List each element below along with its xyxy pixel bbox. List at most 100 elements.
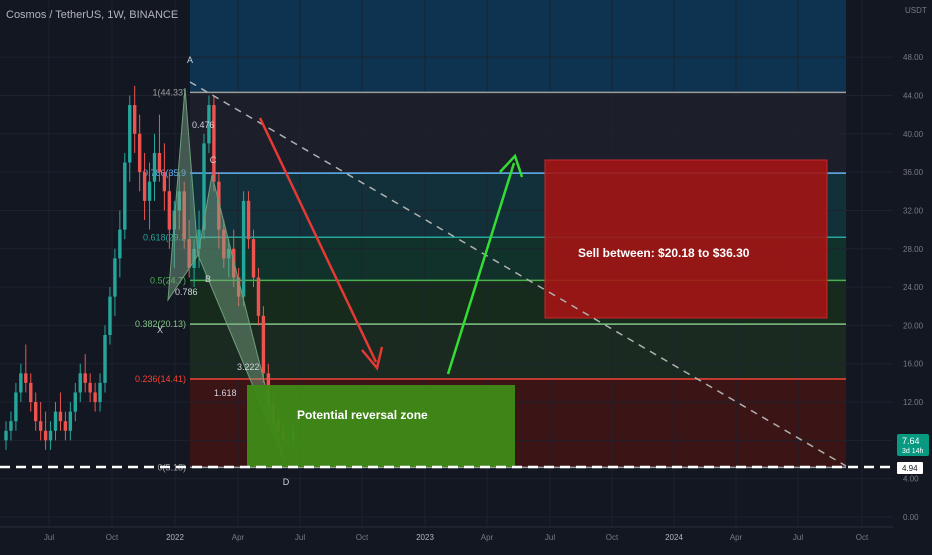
- y-tick-label: 28.00: [903, 245, 924, 254]
- x-tick-label: 2023: [416, 533, 434, 542]
- candle-body: [212, 105, 216, 182]
- y-tick-label: 4.00: [903, 475, 919, 484]
- candle-body: [98, 382, 102, 403]
- candle-body: [68, 411, 73, 431]
- x-tick-label: Oct: [356, 533, 369, 542]
- candle-body: [157, 152, 162, 173]
- candle-body: [236, 277, 241, 297]
- candle-body: [58, 411, 63, 422]
- y-tick-label: 44.00: [903, 91, 924, 100]
- current-price-badge: [897, 434, 929, 456]
- candle-body: [73, 392, 77, 412]
- candle-body: [4, 430, 8, 441]
- candle-body: [167, 191, 172, 230]
- currency-label: USDT: [905, 6, 927, 15]
- reversal-zone-label: Potential reversal zone: [297, 408, 428, 422]
- chart-title: Cosmos / TetherUS, 1W, BINANCE: [6, 9, 179, 21]
- candle-body: [48, 430, 53, 441]
- x-tick-label: Jul: [793, 533, 803, 542]
- fib-level-label: 1(44.33): [152, 87, 186, 97]
- candle-body: [261, 315, 266, 374]
- candle-body: [207, 105, 211, 144]
- candle-body: [9, 421, 13, 431]
- sell-zone-box: [544, 159, 828, 319]
- candle-body: [24, 373, 28, 383]
- candle-body: [113, 258, 117, 297]
- candle-body: [152, 152, 157, 182]
- sell-zone-label: Sell between: $20.18 to $36.30: [578, 246, 750, 260]
- pattern-point-label: B: [205, 274, 211, 284]
- candle-body: [192, 248, 196, 268]
- pattern-ratio-label: 1.618: [214, 388, 237, 398]
- y-tick-label: 48.00: [903, 53, 924, 62]
- fib-level-label: 0.618(29.2: [143, 232, 186, 242]
- candle-body: [137, 133, 142, 173]
- support-price-value: 4.94: [902, 464, 918, 473]
- candle-body: [182, 191, 186, 240]
- down-arrow: [258, 117, 378, 363]
- y-tick-label: 16.00: [903, 360, 924, 369]
- pattern-point-label: X: [157, 325, 163, 335]
- x-tick-label: Jul: [44, 533, 54, 542]
- candle-body: [34, 402, 38, 422]
- pattern-ratio-label: 0.786: [175, 287, 198, 297]
- candle-body: [187, 239, 191, 268]
- candle-body: [241, 200, 246, 297]
- candle-body: [88, 382, 92, 393]
- x-tick-label: Apr: [481, 533, 494, 542]
- x-tick-label: Oct: [606, 533, 619, 542]
- candle-body: [108, 296, 112, 335]
- trend-line: [189, 81, 847, 467]
- reversal-zone-box: [247, 385, 515, 467]
- fib-band: [190, 0, 846, 93]
- candle-body: [222, 229, 226, 259]
- y-tick-label: 36.00: [903, 168, 924, 177]
- y-tick-label: 12.00: [903, 398, 924, 407]
- candle-body: [162, 172, 167, 192]
- candle-body: [63, 421, 68, 431]
- pattern-point-label: C: [210, 155, 217, 165]
- pattern-ratio-label: 0.476: [192, 120, 215, 130]
- x-tick-label: 2024: [665, 533, 683, 542]
- candle-body: [246, 200, 251, 240]
- up-arrow-head: [499, 153, 524, 178]
- y-tick-label: 24.00: [903, 283, 924, 292]
- pattern-xab: [167, 87, 199, 302]
- pattern-point-label: A: [187, 55, 193, 65]
- y-tick-label: 32.00: [903, 206, 924, 215]
- x-tick-label: Apr: [730, 533, 743, 542]
- candle-body: [14, 392, 18, 422]
- candle-body: [217, 181, 221, 230]
- pattern-point-label: D: [283, 477, 290, 487]
- x-tick-label: Jul: [545, 533, 555, 542]
- x-tick-label: Oct: [106, 533, 119, 542]
- candle-body: [43, 430, 48, 441]
- candle-body: [19, 373, 23, 393]
- candle-body: [128, 105, 132, 163]
- x-tick-label: Jul: [295, 533, 305, 542]
- down-arrow-head: [361, 346, 384, 371]
- candle-body: [123, 162, 127, 230]
- candle-body: [78, 373, 82, 393]
- candle-body: [256, 277, 261, 316]
- fib-level-label: 0.5(24.7): [150, 275, 186, 285]
- support-price-badge: [897, 462, 923, 474]
- candle-body: [103, 334, 107, 383]
- fib-level-label: 0.236(14.41): [135, 374, 186, 384]
- candle-body: [93, 392, 97, 403]
- candle-body: [197, 229, 201, 249]
- candle-body: [232, 248, 236, 278]
- current-price-countdown: 3d 14h: [902, 448, 924, 455]
- candle-body: [83, 373, 87, 383]
- candle-body: [251, 239, 256, 278]
- x-tick-label: Oct: [856, 533, 869, 542]
- y-tick-label: 0.00: [903, 513, 919, 522]
- candle-body: [53, 411, 58, 431]
- candle-body: [142, 172, 147, 201]
- candle-body: [202, 143, 206, 230]
- fib-level-label: 0.382(20.13): [135, 319, 186, 329]
- y-tick-label: 40.00: [903, 130, 924, 139]
- candle-body: [118, 229, 122, 259]
